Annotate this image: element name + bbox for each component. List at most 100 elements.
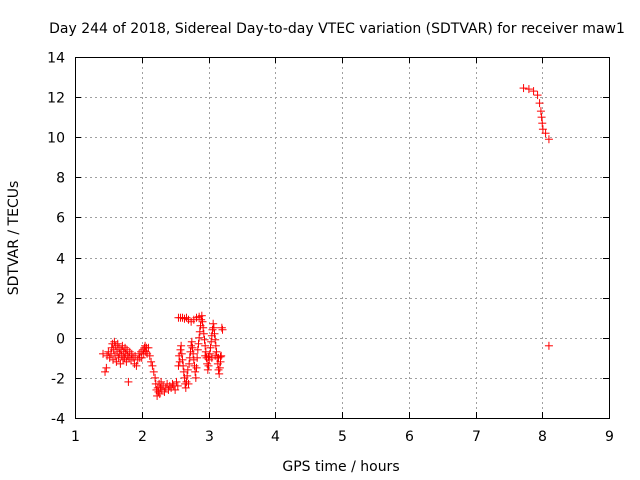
data-point (524, 85, 533, 94)
data-point (179, 361, 188, 370)
data-point (212, 347, 221, 356)
y-axis-label: SDTVAR / TECUs (6, 181, 22, 296)
data-point (215, 363, 224, 372)
data-point (145, 351, 154, 360)
data-point (155, 379, 164, 388)
data-point (177, 341, 186, 350)
data-point (116, 359, 125, 368)
data-point (105, 353, 114, 362)
data-point (132, 361, 141, 370)
data-point (180, 314, 189, 323)
data-point (544, 341, 553, 350)
data-point (185, 359, 194, 368)
data-point (124, 377, 133, 386)
y-tick-label: 14 (47, 51, 65, 67)
x-tick-label: 5 (338, 429, 347, 445)
data-point (201, 341, 210, 350)
data-point (195, 312, 204, 321)
data-point (187, 341, 196, 350)
data-point (173, 381, 182, 390)
data-point (190, 361, 199, 370)
data-point (204, 361, 213, 370)
data-point (538, 119, 547, 128)
data-point (179, 367, 188, 376)
data-point (172, 377, 181, 386)
data-point (176, 345, 185, 354)
data-point (129, 353, 138, 362)
data-point (206, 343, 215, 352)
data-point (182, 313, 191, 322)
data-point (541, 129, 550, 138)
y-tick-label: -4 (51, 412, 65, 428)
x-tick-label: 4 (271, 429, 280, 445)
y-tick-label: 12 (47, 91, 65, 107)
x-tick-label: 2 (138, 429, 147, 445)
data-point (201, 351, 210, 360)
data-point (111, 341, 120, 350)
data-point (133, 355, 142, 364)
data-point (181, 383, 190, 392)
data-point (209, 323, 218, 332)
data-point (183, 365, 192, 374)
data-point (148, 361, 157, 370)
x-axis-label: GPS time / hours (282, 459, 399, 475)
data-point (209, 319, 218, 328)
data-point (189, 355, 198, 364)
data-point (131, 351, 140, 360)
data-point (189, 349, 198, 358)
data-point (195, 333, 204, 342)
data-point (178, 355, 187, 364)
data-point (109, 355, 118, 364)
data-point (207, 337, 216, 346)
data-point (168, 379, 177, 388)
data-point (127, 355, 136, 364)
data-point (193, 345, 202, 354)
data-point (214, 365, 223, 374)
data-point (191, 367, 200, 376)
data-point (218, 325, 227, 334)
data-point (519, 84, 528, 93)
x-tick-label: 9 (605, 429, 614, 445)
data-point (171, 385, 180, 394)
data-point (204, 352, 213, 361)
data-point (130, 359, 139, 368)
data-point (119, 355, 128, 364)
data-point (211, 341, 220, 350)
data-point (199, 329, 208, 338)
y-tick-label: 0 (56, 332, 65, 348)
data-point (194, 339, 203, 348)
data-point (121, 343, 130, 352)
data-point (107, 343, 116, 352)
data-point (183, 371, 192, 380)
data-point (177, 349, 186, 358)
y-tick-label: 2 (56, 292, 65, 308)
data-point (101, 367, 110, 376)
data-point (200, 335, 209, 344)
data-point (207, 353, 216, 362)
data-point (127, 349, 136, 358)
y-tick-label: -2 (51, 372, 65, 388)
y-tick-label: 8 (56, 171, 65, 187)
data-point (141, 341, 150, 350)
data-point (144, 343, 153, 352)
data-point (113, 339, 122, 348)
chart-title: Day 244 of 2018, Sidereal Day-to-day VTE… (49, 21, 625, 37)
y-tick-label: 10 (47, 131, 65, 147)
data-point (195, 327, 204, 336)
data-point (187, 337, 196, 346)
data-point (193, 353, 202, 362)
data-points (99, 84, 553, 400)
data-point (188, 343, 197, 352)
data-point (137, 353, 146, 362)
data-point (123, 351, 132, 360)
data-point (535, 99, 544, 108)
data-point (214, 353, 223, 362)
grid (75, 57, 609, 418)
data-point (538, 125, 547, 134)
data-point (99, 349, 108, 358)
data-point (191, 373, 200, 382)
x-tick-label: 1 (71, 429, 80, 445)
data-point (217, 323, 226, 332)
